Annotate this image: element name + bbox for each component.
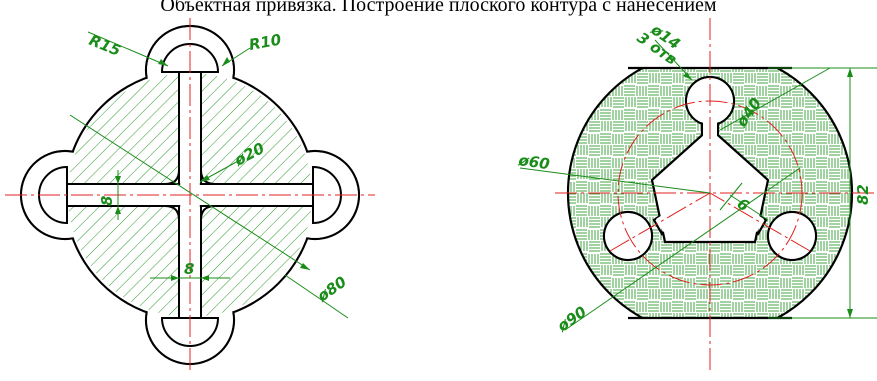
dim-slot-horizontal: 8 <box>184 260 194 278</box>
left-axes <box>5 18 375 372</box>
dim-d80: ø80 <box>313 273 350 306</box>
left-drawing: R15 R10 ø20 ø80 8 8 <box>5 18 375 372</box>
page-caption: Объектная привязка. Построение плоского … <box>160 0 717 16</box>
right-drawing: ø14 3 отв ø40 ø60 ø90 6 82 <box>516 18 877 372</box>
dim-height-82: 82 <box>854 184 872 205</box>
dim-r10: R10 <box>248 31 283 54</box>
left-dimension-lines <box>69 31 349 319</box>
right-dimension-lines <box>519 39 877 331</box>
right-axes <box>555 18 877 372</box>
dim-r15: R15 <box>87 31 124 60</box>
dim-slot-vertical: 8 <box>98 196 116 206</box>
dim-d60: ø60 <box>516 151 550 173</box>
dim-d90: ø90 <box>553 303 590 336</box>
